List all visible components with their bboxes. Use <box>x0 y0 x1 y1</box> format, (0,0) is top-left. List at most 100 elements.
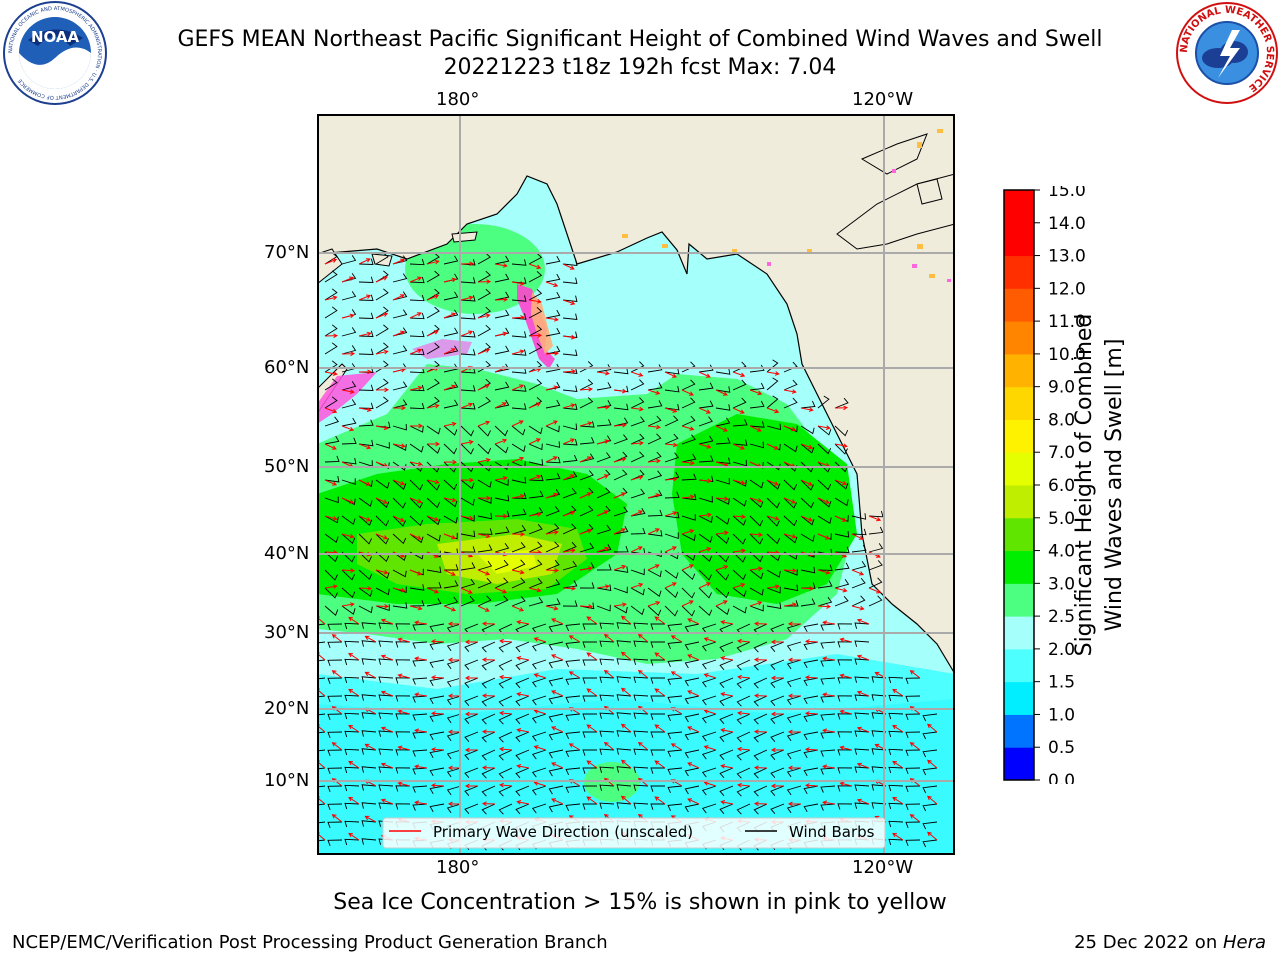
wind-barb <box>582 803 597 810</box>
wave-arrow <box>715 425 728 432</box>
wind-barb <box>327 785 343 793</box>
wave-arrow <box>494 402 507 409</box>
wind-barb <box>647 451 662 463</box>
wind-barb <box>344 694 360 702</box>
wind-barb <box>783 533 798 544</box>
wave-arrow <box>348 832 360 841</box>
wind-barb <box>515 695 530 707</box>
wind-barb <box>341 417 357 427</box>
wind-barb <box>511 559 526 571</box>
wind-barb <box>545 598 561 607</box>
wave-arrow <box>670 635 683 643</box>
wind-barb <box>922 785 938 794</box>
wave-arrow <box>664 511 678 517</box>
wind-barb <box>562 580 578 589</box>
wind-barb <box>460 595 475 607</box>
wind-barb <box>361 694 377 701</box>
wave-arrow <box>647 424 661 430</box>
wind-barb <box>460 313 476 320</box>
wind-barb <box>498 713 513 725</box>
wind-barb <box>395 749 411 756</box>
wind-barb <box>361 838 377 845</box>
wave-arrow <box>392 258 406 265</box>
colorbar-tick-label: 6.0 <box>1048 476 1075 496</box>
colorbar-swatch <box>1004 190 1034 224</box>
wind-barb <box>753 677 768 689</box>
wind-barb <box>412 659 428 667</box>
wind-barb <box>464 677 479 688</box>
lat-label-50n: 50°N <box>264 456 310 477</box>
wind-barb <box>732 587 747 598</box>
wave-arrow <box>766 443 779 450</box>
wind-barb <box>820 803 836 811</box>
wind-barb <box>477 497 492 504</box>
wind-barb <box>498 641 513 653</box>
wind-barb <box>736 641 751 653</box>
wind-barb <box>719 749 734 761</box>
wave-arrow <box>732 407 745 414</box>
wind-barb <box>650 623 665 630</box>
wave-arrow <box>464 675 478 681</box>
wave-arrow <box>392 515 405 522</box>
wind-barb <box>409 402 425 410</box>
wave-arrow <box>579 604 594 609</box>
wind-barb <box>460 367 476 374</box>
wind-barb <box>582 767 597 774</box>
wave-arrow <box>409 605 423 611</box>
wind-barb <box>701 641 717 652</box>
wind-barb <box>392 533 407 545</box>
wind-barb <box>531 695 547 706</box>
wave-arrow <box>494 513 509 519</box>
wave-arrow <box>545 281 559 288</box>
wind-barb <box>531 749 547 760</box>
wave-arrow <box>324 515 338 521</box>
wave-arrow <box>647 601 661 607</box>
wave-arrow <box>516 692 530 697</box>
wind-barb <box>477 324 491 337</box>
wind-barb <box>667 713 683 721</box>
wind-barb <box>392 273 408 283</box>
wind-barb <box>395 677 411 684</box>
wind-barb <box>616 640 632 647</box>
wind-barb <box>528 541 543 553</box>
wind-barb <box>392 399 408 409</box>
wave-arrow <box>477 384 490 391</box>
wave-arrow <box>348 796 360 805</box>
wave-arrow <box>753 621 768 627</box>
wind-barb <box>426 396 440 409</box>
wind-barb <box>630 451 645 463</box>
wind-barb <box>358 419 374 427</box>
wind-barb <box>426 598 442 607</box>
wind-barb <box>528 288 543 301</box>
wave-arrow <box>603 741 615 751</box>
wind-barbs <box>317 252 938 851</box>
wave-arrow <box>481 801 496 807</box>
wind-barb <box>633 694 649 702</box>
wind-barb <box>511 542 526 553</box>
wind-barb <box>667 785 683 793</box>
wind-barb <box>905 749 921 757</box>
wind-barb <box>327 749 343 757</box>
wind-barb <box>358 330 374 337</box>
wave-arrow <box>392 330 406 337</box>
wind-barb <box>719 731 734 743</box>
wind-barb <box>494 381 510 391</box>
wind-barb <box>511 596 526 607</box>
wave-arrow <box>856 690 870 697</box>
wave-arrow <box>477 420 491 427</box>
wave-arrow <box>511 494 525 499</box>
wave-arrow <box>687 762 700 769</box>
wind-barb <box>766 461 781 471</box>
wave-arrow <box>892 760 904 769</box>
wind-barb <box>324 605 339 616</box>
wind-barb <box>481 785 496 797</box>
wind-barb <box>443 345 459 355</box>
wave-arrow <box>511 384 525 391</box>
wind-barb <box>616 712 632 719</box>
wave-arrow <box>630 371 644 377</box>
wind-barb <box>562 259 578 267</box>
wind-barb <box>650 641 665 648</box>
wave-arrow <box>804 639 819 644</box>
wind-barb <box>664 587 679 599</box>
wave-arrow <box>562 263 575 270</box>
